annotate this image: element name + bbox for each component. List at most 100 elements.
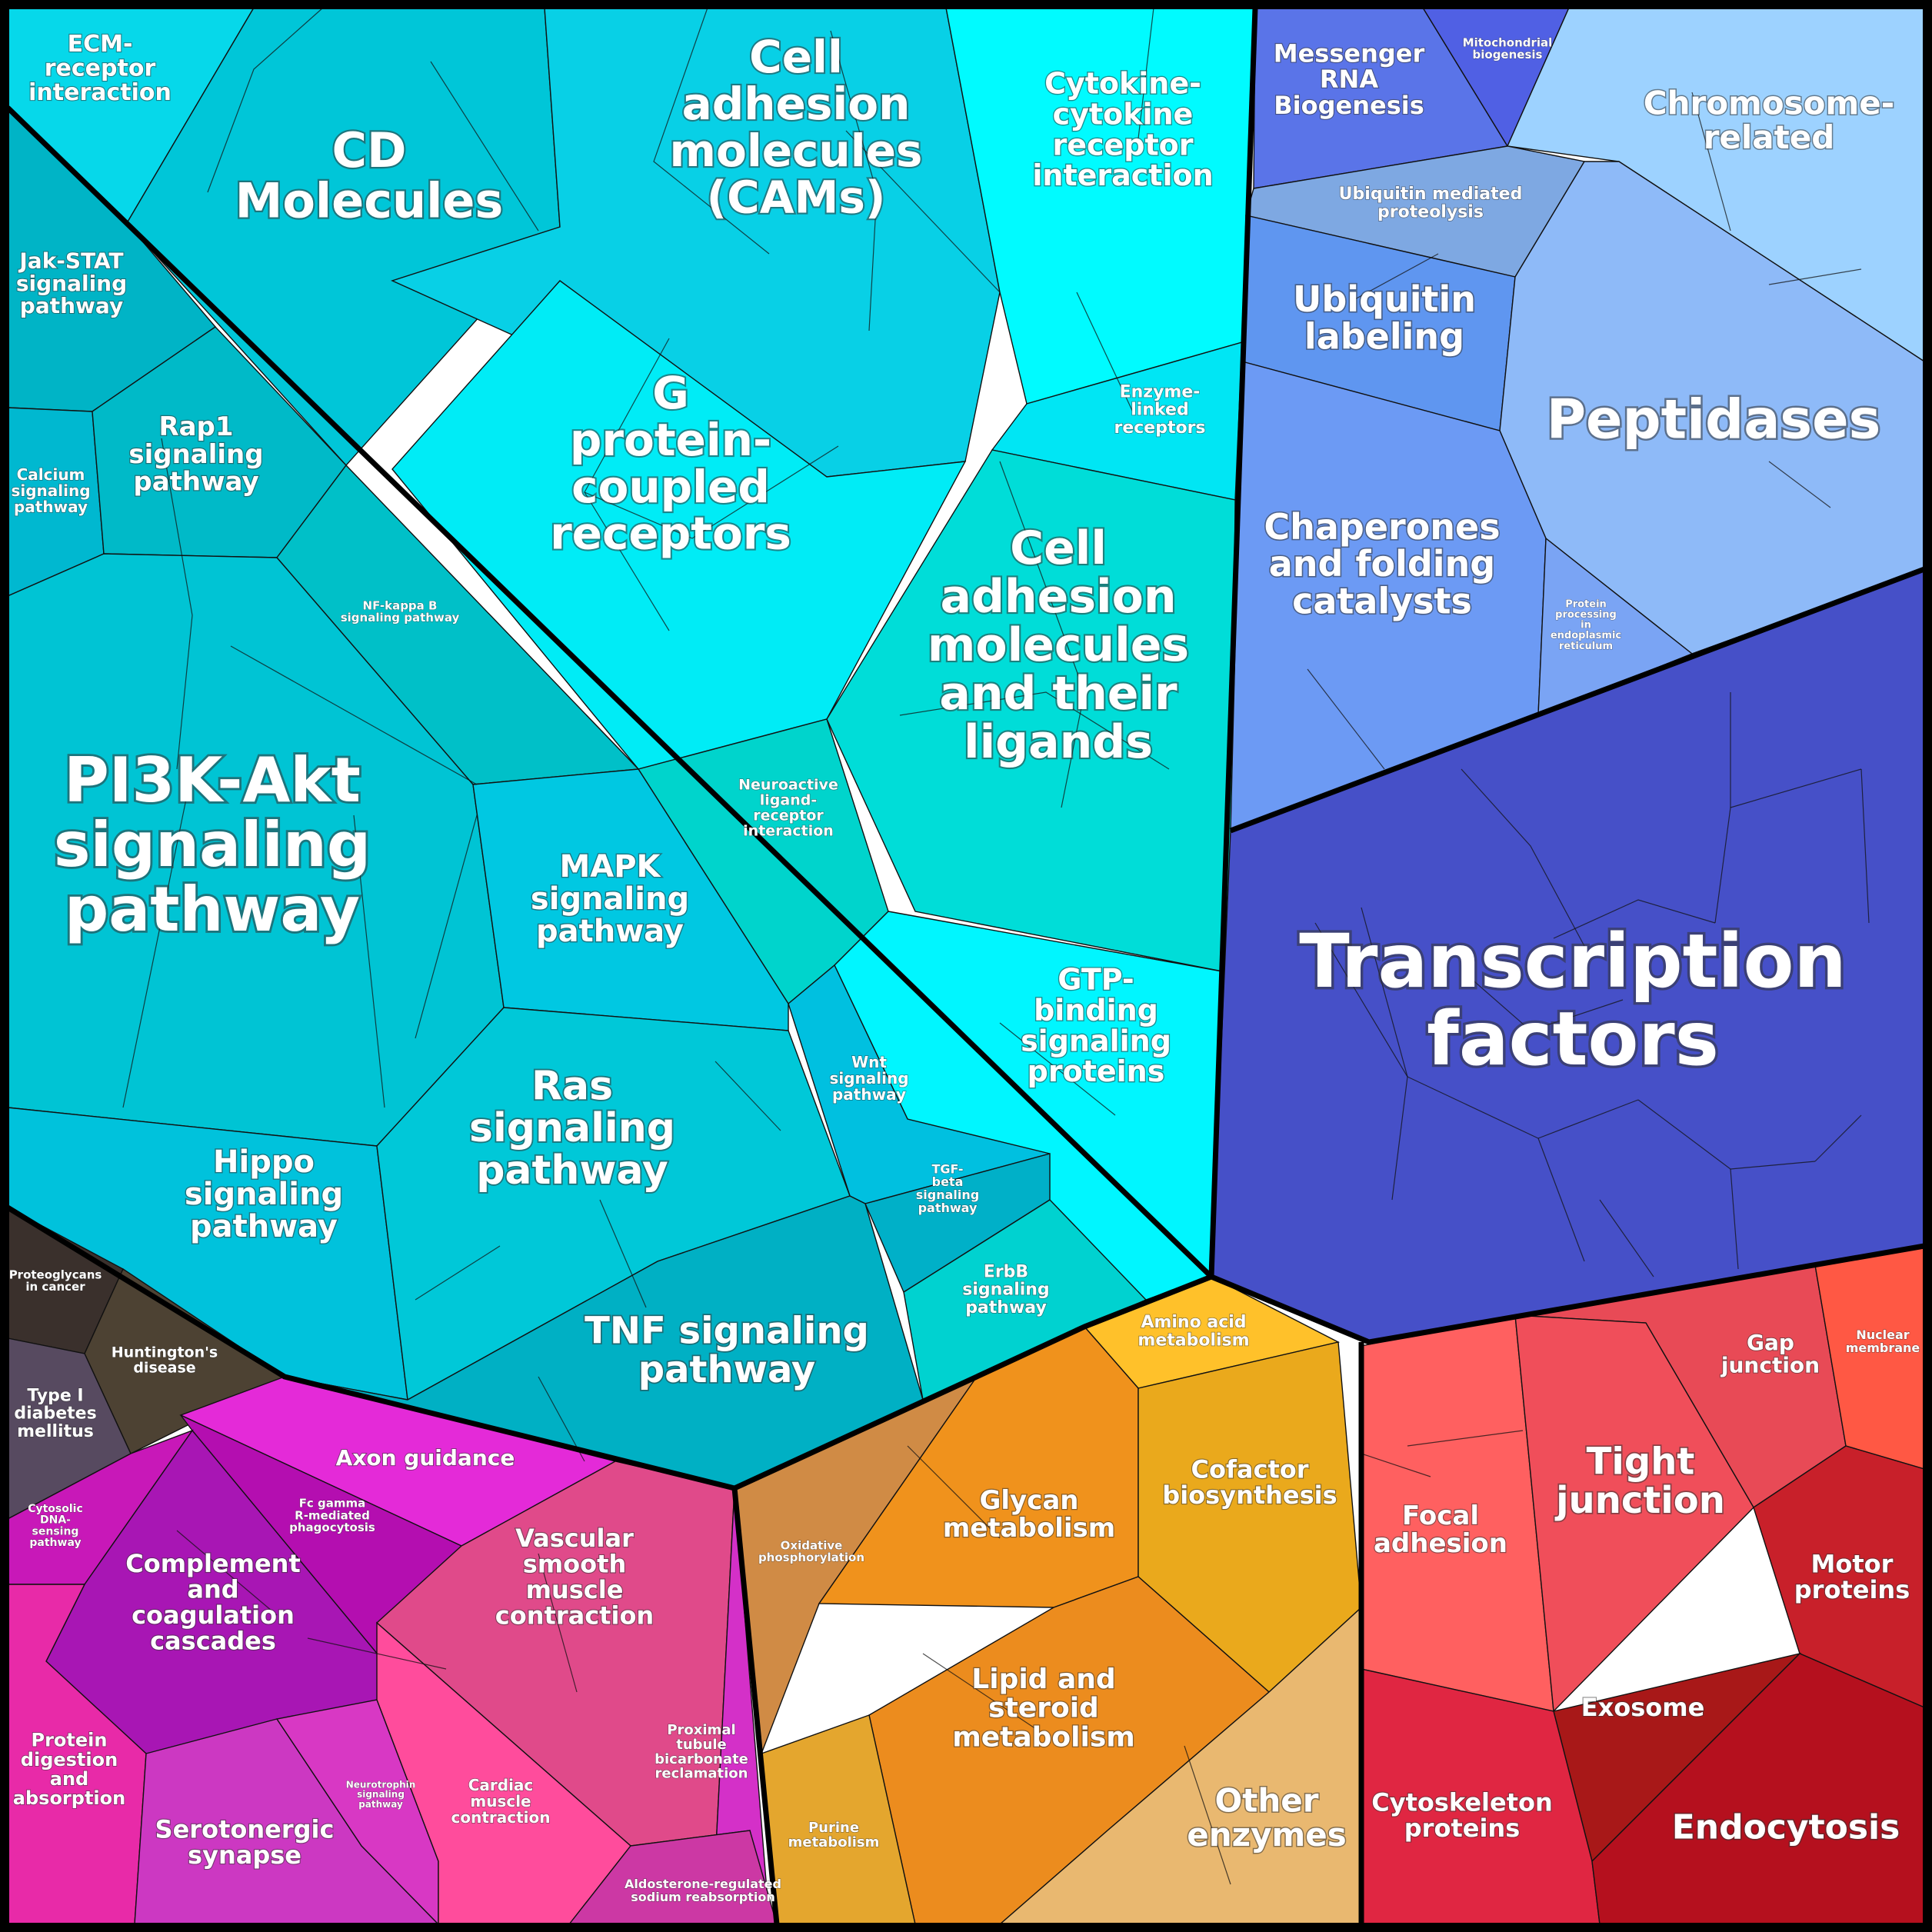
- label-line: cascades: [150, 1627, 276, 1656]
- label-line: junction: [1720, 1353, 1820, 1378]
- subcell-line: [653, 7, 770, 255]
- label-line: coupled: [571, 461, 770, 513]
- cell-cam-ligands: [826, 449, 1236, 974]
- label-line: reticulum: [1559, 641, 1613, 652]
- label-line: Endocytosis: [1672, 1807, 1900, 1847]
- label-lipid: Lipid and steroid metabolism: [952, 1664, 1135, 1754]
- label-line: pathway: [832, 1085, 906, 1104]
- label-line: signaling: [357, 1789, 405, 1800]
- label-line: receptor: [1052, 128, 1193, 162]
- label-line: pathway: [918, 1201, 978, 1215]
- label-line: Peptidases: [1547, 388, 1881, 451]
- label-cams: Cell adhesion molecules (CAMs): [670, 31, 923, 224]
- label-peptidases: Peptidases: [1547, 388, 1881, 451]
- label-line: Proximal: [667, 1722, 735, 1738]
- label-line: ligand-: [760, 792, 817, 809]
- label-line: steroid: [988, 1693, 1099, 1724]
- label-line: Enzyme-: [1120, 383, 1201, 402]
- label-transcription: Transcription factors: [1299, 918, 1847, 1082]
- label-line: reclamation: [655, 1766, 748, 1782]
- label-chaperones: Chaperones and folding catalysts: [1264, 506, 1500, 622]
- label-line: Cofactor: [1191, 1454, 1308, 1484]
- label-line: receptor: [45, 55, 156, 82]
- subcell-line: [899, 691, 1170, 770]
- label-line: ECM-: [68, 31, 133, 58]
- label-line: factors: [1427, 996, 1719, 1082]
- label-mapk: MAPK signaling pathway: [531, 849, 689, 949]
- label-line: receptors: [550, 508, 791, 560]
- label-line: G: [652, 367, 689, 419]
- label-line: metabolism: [952, 1721, 1135, 1753]
- subcell-line: [161, 438, 193, 770]
- subcell-line: [1076, 291, 1135, 416]
- label-line: Vascular: [515, 1524, 634, 1553]
- label-line: Tight: [1587, 1441, 1695, 1484]
- label-huntington: Huntington's disease: [112, 1344, 218, 1377]
- label-line: interaction: [1032, 158, 1213, 192]
- label-line: sensing: [32, 1525, 79, 1537]
- label-line: coagulation: [132, 1601, 295, 1630]
- label-line: labeling: [1304, 315, 1464, 357]
- label-line: phagocytosis: [289, 1521, 375, 1534]
- label-rap1: Rap1 signaling pathway: [128, 411, 263, 497]
- label-line: signaling: [469, 1105, 675, 1151]
- label-line: metabolism: [943, 1513, 1115, 1544]
- subcell-line: [1814, 1114, 1862, 1162]
- label-line: sodium reabsorption: [631, 1890, 774, 1904]
- label-line: Hippo: [213, 1144, 315, 1180]
- label-line: and: [50, 1768, 88, 1790]
- label-line: Neurotrophin: [346, 1780, 416, 1790]
- label-line: NF-kappa B: [363, 598, 438, 612]
- label-line: DNA-: [40, 1514, 71, 1527]
- label-line: signaling: [128, 439, 263, 470]
- label-line: signaling: [1021, 1024, 1171, 1058]
- label-line: ligands: [964, 715, 1153, 769]
- subcell-line: [1184, 1745, 1231, 1885]
- label-cytosolic: Cytosolic DNA-sensing pathway: [28, 1503, 83, 1549]
- label-line: TGF-: [931, 1161, 963, 1176]
- subcell-line: [1461, 768, 1585, 947]
- label-line: MAPK: [559, 849, 661, 884]
- label-line: Type I: [27, 1387, 83, 1406]
- label-line: PI3K-Akt: [64, 744, 361, 816]
- subcell-line: [1730, 1168, 1739, 1270]
- label-line: (CAMs): [707, 172, 886, 224]
- label-line: biosynthesis: [1162, 1481, 1337, 1510]
- label-neuroactive: Neuroactive ligand-receptor interaction: [738, 777, 838, 840]
- label-line: proteins: [1028, 1054, 1165, 1088]
- label-line: digestion: [21, 1749, 118, 1770]
- label-cytoskeleton: Cytoskeleton proteins: [1371, 1787, 1553, 1843]
- label-serotonergic: Serotonergic synapse: [155, 1814, 335, 1870]
- label-motor: Motor proteins: [1794, 1549, 1910, 1604]
- label-ubiquitin-labeling: Ubiquitin labeling: [1293, 278, 1476, 357]
- label-line: Fc gamma: [299, 1497, 366, 1511]
- label-line: Chromosome-: [1644, 85, 1894, 122]
- label-line: R-mediated: [295, 1508, 370, 1522]
- label-line: metabolism: [788, 1834, 880, 1850]
- label-line: linked: [1131, 401, 1188, 420]
- label-line: Motor: [1811, 1549, 1894, 1578]
- label-line: Biogenesis: [1274, 91, 1424, 120]
- label-line: Cell: [749, 31, 843, 83]
- label-complement: Complement and coagulation cascades: [125, 1549, 301, 1656]
- subcell-line: [999, 461, 1085, 808]
- label-line: Other: [1215, 1782, 1319, 1820]
- label-line: Messenger: [1274, 39, 1425, 68]
- subcell-line: [415, 1245, 501, 1301]
- subcell-line: [999, 1022, 1116, 1116]
- label-line: smooth: [523, 1549, 626, 1578]
- label-focal: Focal adhesion: [1374, 1501, 1507, 1559]
- subcell-line: [922, 1653, 1039, 1731]
- label-line: Transcription: [1299, 918, 1847, 1004]
- subcell-line: [122, 768, 193, 1108]
- label-calcium: Calcium signaling pathway: [11, 465, 90, 516]
- label-line: proteins: [1794, 1575, 1910, 1604]
- label-line: RNA: [1320, 65, 1378, 94]
- label-line: Calcium: [17, 465, 85, 484]
- label-line: related: [1704, 118, 1835, 156]
- label-fcgamma: Fc gamma R-mediated phagocytosis: [289, 1497, 375, 1535]
- group-border: [1208, 7, 1258, 1277]
